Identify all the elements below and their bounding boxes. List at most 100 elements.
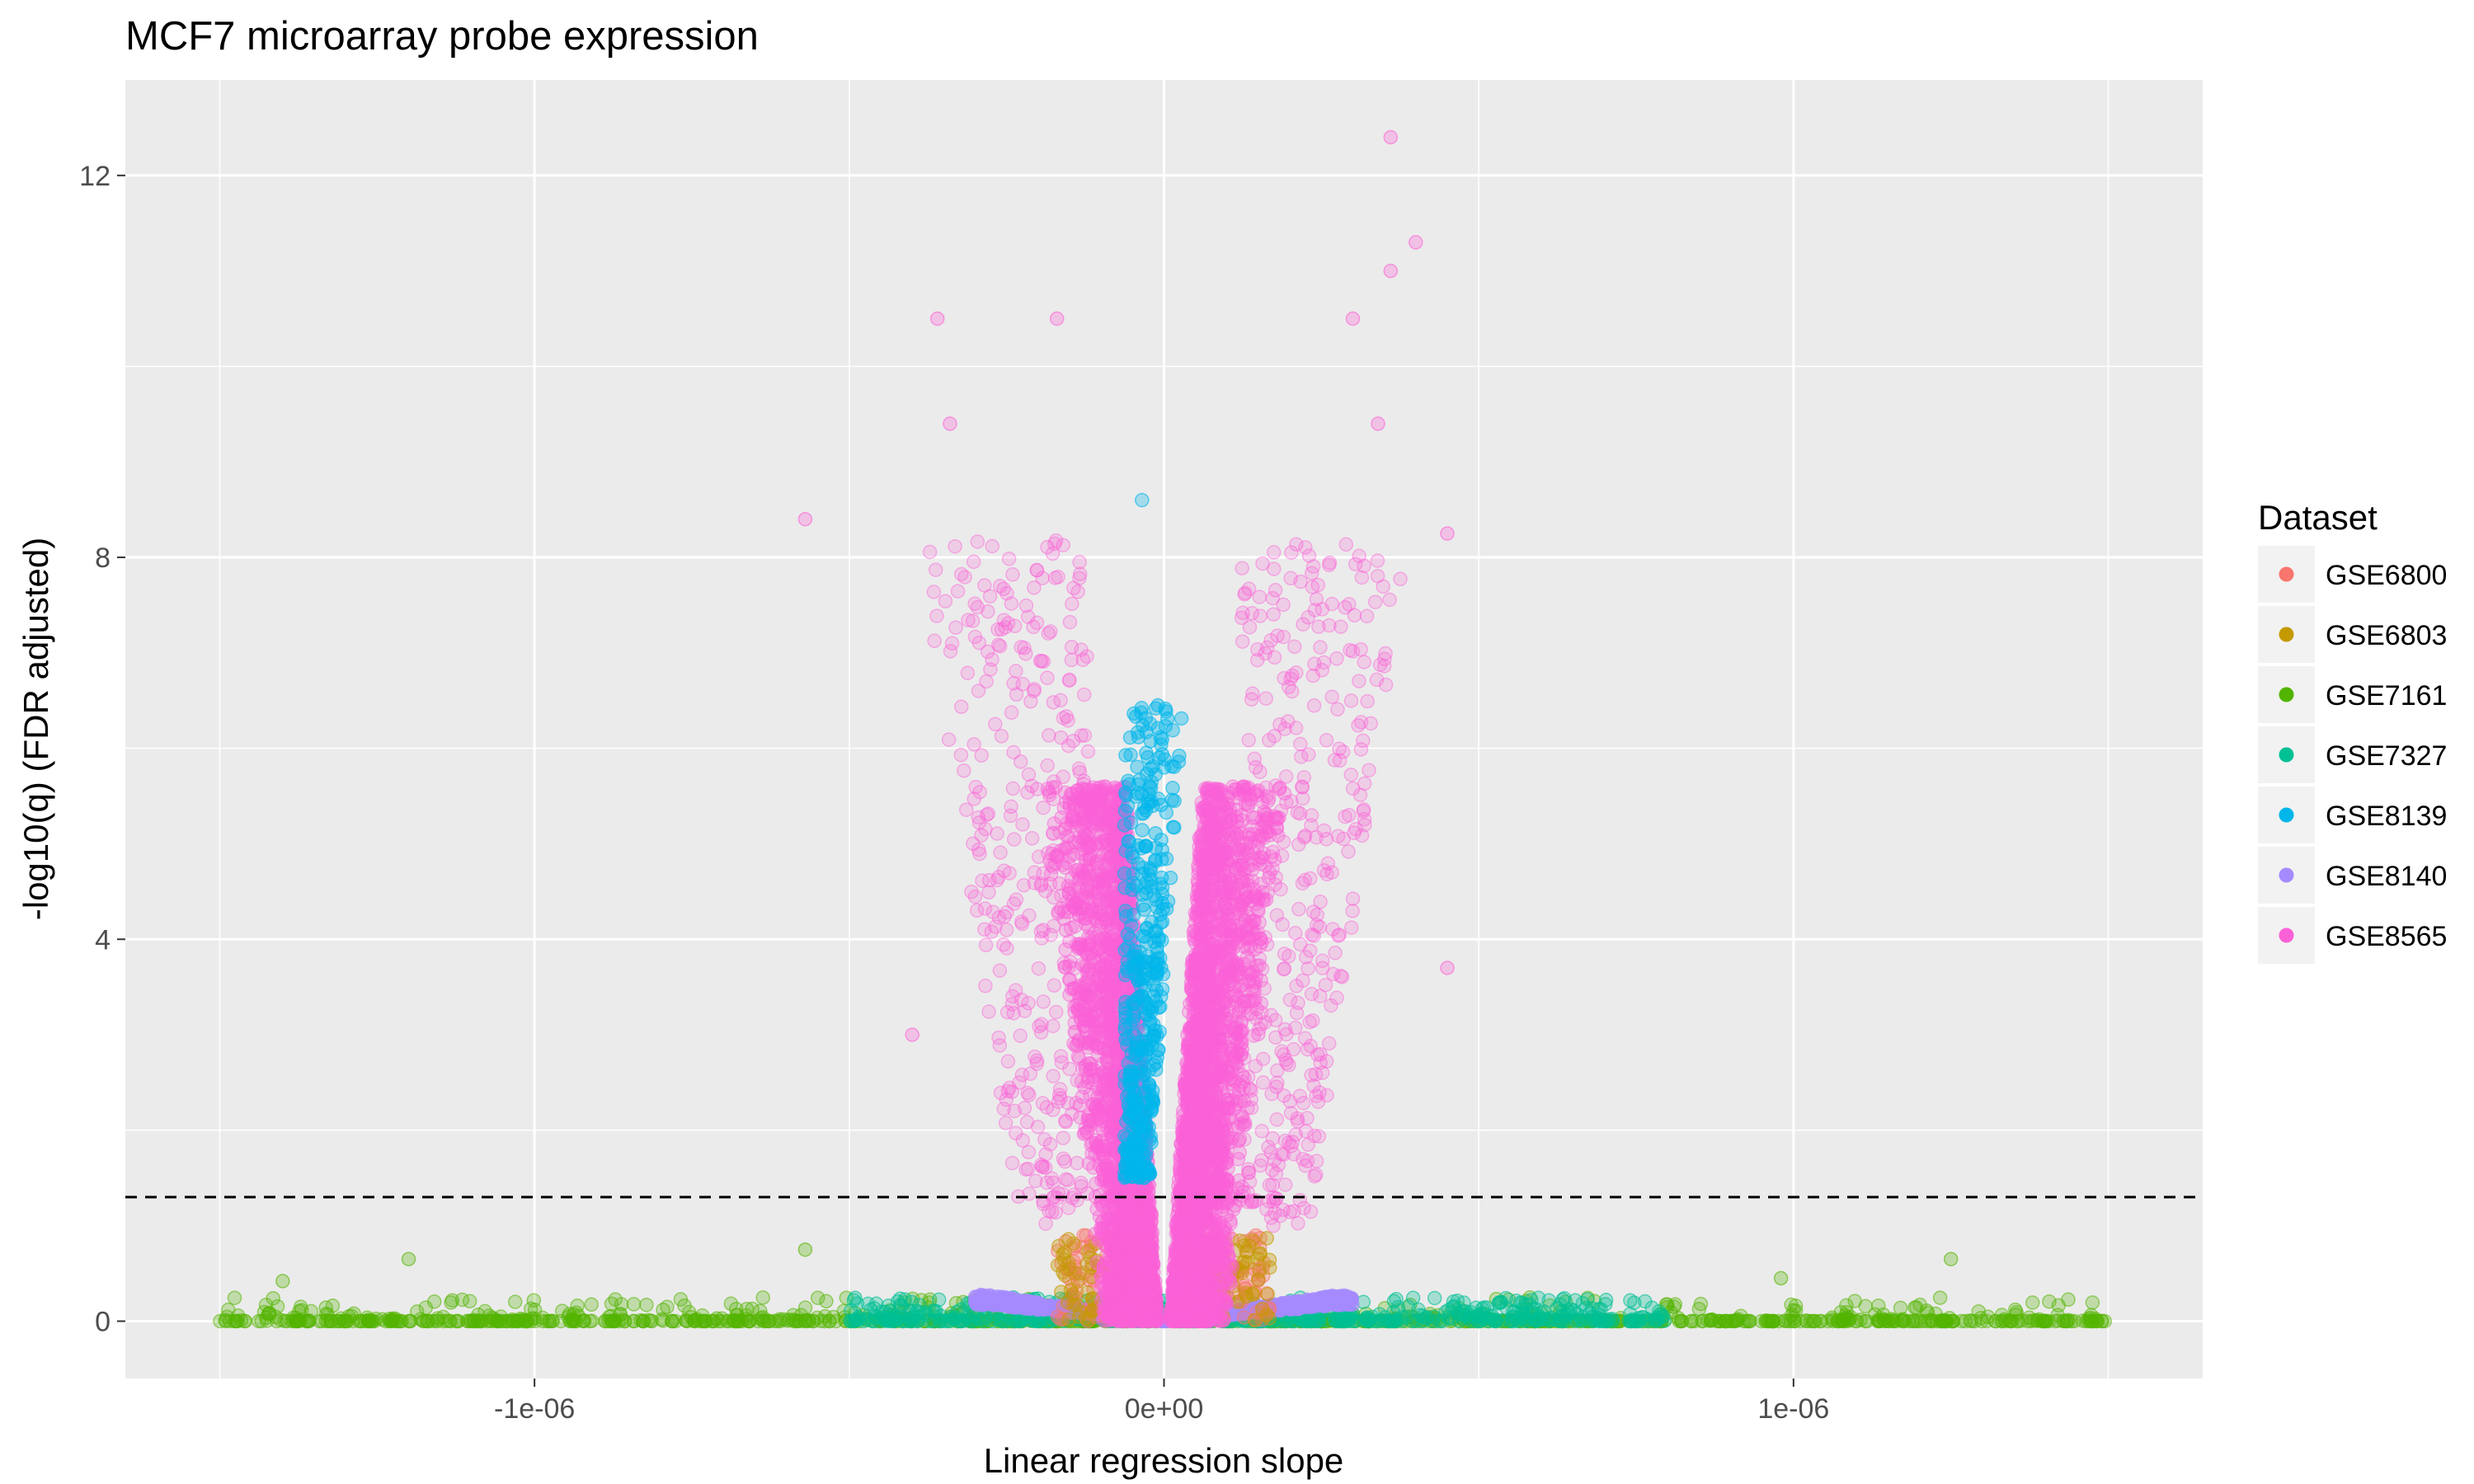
point-gse7161 bbox=[403, 1313, 418, 1329]
point-gse6803 bbox=[1260, 1287, 1276, 1302]
point-gse7161 bbox=[597, 1313, 613, 1329]
point-gse7161 bbox=[1907, 1300, 1922, 1315]
point-gse7327 bbox=[1427, 1290, 1442, 1306]
point-gse7161 bbox=[2063, 1313, 2079, 1329]
point-gse7161 bbox=[755, 1290, 770, 1305]
point-gse7161 bbox=[626, 1313, 642, 1329]
point-gse7327 bbox=[1580, 1292, 1595, 1307]
point-gse7161 bbox=[535, 1313, 550, 1329]
point-gse7161 bbox=[507, 1294, 523, 1309]
point-gse7327 bbox=[1451, 1313, 1466, 1329]
point-gse7161 bbox=[418, 1300, 434, 1315]
point-gse7327 bbox=[1575, 1313, 1591, 1328]
point-gse6803 bbox=[1061, 1312, 1076, 1327]
point-gse6803 bbox=[1237, 1238, 1252, 1253]
point-gse7161 bbox=[221, 1303, 236, 1317]
point-gse8140 bbox=[1319, 1289, 1334, 1304]
point-gse7161 bbox=[1674, 1313, 1689, 1329]
point-gse7161 bbox=[266, 1290, 280, 1306]
point-gse7327 bbox=[1510, 1312, 1525, 1327]
chart-title: MCF7 microarray probe expression bbox=[125, 14, 759, 59]
point-gse7327 bbox=[1553, 1297, 1568, 1313]
point-gse6803 bbox=[1255, 1301, 1270, 1317]
point-gse7161 bbox=[570, 1298, 585, 1313]
point-gse7327 bbox=[1598, 1293, 1614, 1308]
point-gse7327 bbox=[1395, 1309, 1409, 1325]
point-gse7327 bbox=[1445, 1299, 1460, 1315]
point-gse7161 bbox=[642, 1313, 658, 1328]
point-gse7161 bbox=[772, 1312, 788, 1327]
point-gse7161 bbox=[786, 1313, 801, 1329]
point-gse7161 bbox=[656, 1302, 670, 1317]
point-gse7161 bbox=[799, 1313, 814, 1329]
point-gse7161 bbox=[1765, 1313, 1780, 1329]
point-gse7161 bbox=[1837, 1313, 1851, 1328]
point-gse7161 bbox=[519, 1313, 534, 1329]
point-gse7161 bbox=[444, 1295, 459, 1310]
data-points bbox=[213, 129, 2113, 1329]
point-gse7161 bbox=[421, 1313, 436, 1329]
point-gse7161 bbox=[2003, 1313, 2018, 1329]
point-gse6803 bbox=[1065, 1236, 1081, 1252]
point-gse7161 bbox=[1667, 1299, 1681, 1314]
point-gse7161 bbox=[318, 1306, 334, 1322]
point-gse7161 bbox=[1870, 1313, 1885, 1329]
point-gse7161 bbox=[288, 1313, 303, 1329]
point-gse7161 bbox=[1703, 1313, 1718, 1329]
point-gse6803 bbox=[1259, 1231, 1274, 1246]
point-gse7161 bbox=[2035, 1313, 2050, 1329]
point-gse7327 bbox=[1493, 1294, 1509, 1310]
point-gse7161 bbox=[2061, 1292, 2076, 1308]
point-gse7327 bbox=[1524, 1293, 1539, 1308]
point-gse7161 bbox=[1932, 1290, 1948, 1305]
point-gse7161 bbox=[697, 1313, 713, 1328]
point-gse7161 bbox=[668, 1313, 684, 1329]
point-gse7161 bbox=[1788, 1298, 1804, 1313]
point-gse7161 bbox=[1803, 1313, 1818, 1329]
point-gse7161 bbox=[2088, 1312, 2103, 1327]
point-gse7161 bbox=[367, 1313, 382, 1329]
point-gse6803 bbox=[1247, 1313, 1262, 1328]
point-gse7327 bbox=[1425, 1313, 1441, 1329]
point-gse7161 bbox=[614, 1297, 629, 1312]
point-gse8140 bbox=[976, 1288, 992, 1303]
point-gse7161 bbox=[626, 1297, 642, 1312]
point-gse7327 bbox=[1469, 1300, 1484, 1315]
point-gse7161 bbox=[227, 1290, 242, 1305]
point-gse6803 bbox=[1056, 1252, 1072, 1267]
point-gse7161 bbox=[1736, 1313, 1752, 1329]
point-gse7161 bbox=[1858, 1298, 1873, 1314]
point-gse7327 bbox=[906, 1313, 922, 1328]
point-gse7161 bbox=[2085, 1295, 2100, 1310]
point-gse7327 bbox=[1552, 1313, 1567, 1328]
point-gse7161 bbox=[720, 1313, 735, 1329]
point-gse7161 bbox=[213, 1313, 228, 1329]
point-gse7161 bbox=[584, 1297, 599, 1313]
point-gse7327 bbox=[1605, 1312, 1620, 1327]
point-gse8140 bbox=[1276, 1299, 1291, 1314]
point-gse7161 bbox=[526, 1293, 542, 1308]
point-gse7161 bbox=[2067, 1313, 2082, 1329]
point-gse7161 bbox=[233, 1313, 249, 1328]
point-gse7161 bbox=[754, 1311, 769, 1326]
point-gse7161 bbox=[1693, 1296, 1709, 1312]
point-gse7327 bbox=[1531, 1313, 1545, 1328]
point-gse7161 bbox=[561, 1309, 576, 1325]
point-gse8140 bbox=[1035, 1302, 1051, 1317]
point-gse7327 bbox=[1566, 1303, 1581, 1318]
point-gse7161 bbox=[673, 1292, 689, 1307]
point-gse7161 bbox=[471, 1313, 487, 1328]
point-gse7327 bbox=[867, 1301, 882, 1316]
point-gse7161 bbox=[1937, 1313, 1953, 1329]
point-gse7161 bbox=[1967, 1313, 1982, 1329]
point-gse7161 bbox=[728, 1301, 744, 1317]
point-gse7327 bbox=[890, 1294, 905, 1309]
point-gse7161 bbox=[2020, 1313, 2035, 1329]
point-gse7327 bbox=[1488, 1313, 1503, 1329]
point-gse7327 bbox=[1296, 1313, 1310, 1329]
point-gse7327 bbox=[1357, 1313, 1371, 1328]
point-gse8140 bbox=[1344, 1292, 1359, 1308]
point-gse7161 bbox=[817, 1313, 832, 1329]
point-gse7161 bbox=[639, 1297, 654, 1313]
